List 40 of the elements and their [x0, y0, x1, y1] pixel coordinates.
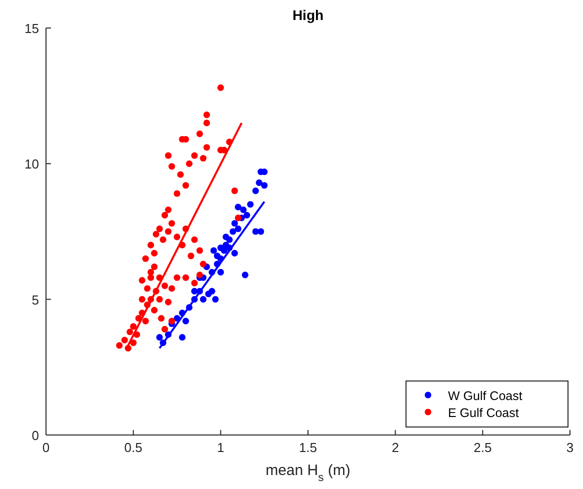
x-tick-label: 1 [217, 440, 224, 455]
point [191, 288, 198, 294]
x-tick-label: 0 [42, 440, 50, 455]
x-tick-label: 3 [566, 440, 574, 455]
point [217, 268, 224, 276]
point [234, 204, 242, 210]
point [208, 288, 216, 294]
x-axis-title: mean H$_{s}$ (m) [266, 462, 350, 484]
point [242, 272, 248, 278]
point [178, 334, 186, 341]
point [247, 201, 254, 208]
point [256, 179, 262, 186]
point [214, 252, 220, 260]
legend-label: E Gulf Coast [448, 406, 520, 420]
point [261, 182, 268, 189]
point [156, 334, 163, 341]
point [212, 296, 219, 303]
y-tick-label: 0 [32, 428, 39, 443]
point [231, 250, 238, 256]
point [244, 212, 250, 219]
y-tick-label: 10 [24, 156, 39, 172]
point [182, 318, 190, 324]
point [222, 234, 230, 240]
point [231, 220, 238, 227]
point [258, 228, 264, 235]
point [252, 188, 259, 194]
point [210, 247, 217, 254]
point [200, 296, 206, 303]
chart-title: High [292, 7, 324, 23]
point [230, 228, 236, 235]
legend-label: W Gulf Coast [448, 389, 523, 403]
y-tick-label: 15 [24, 21, 39, 36]
x-tick-label: 0.5 [124, 440, 142, 455]
point [240, 206, 247, 214]
x-tick-label: 1.5 [298, 440, 318, 455]
point [234, 226, 242, 232]
x-tick-label: 2.5 [474, 440, 492, 455]
x-tick-label: 2 [392, 440, 399, 455]
y-tick-label: 5 [32, 292, 39, 308]
point [217, 244, 224, 252]
